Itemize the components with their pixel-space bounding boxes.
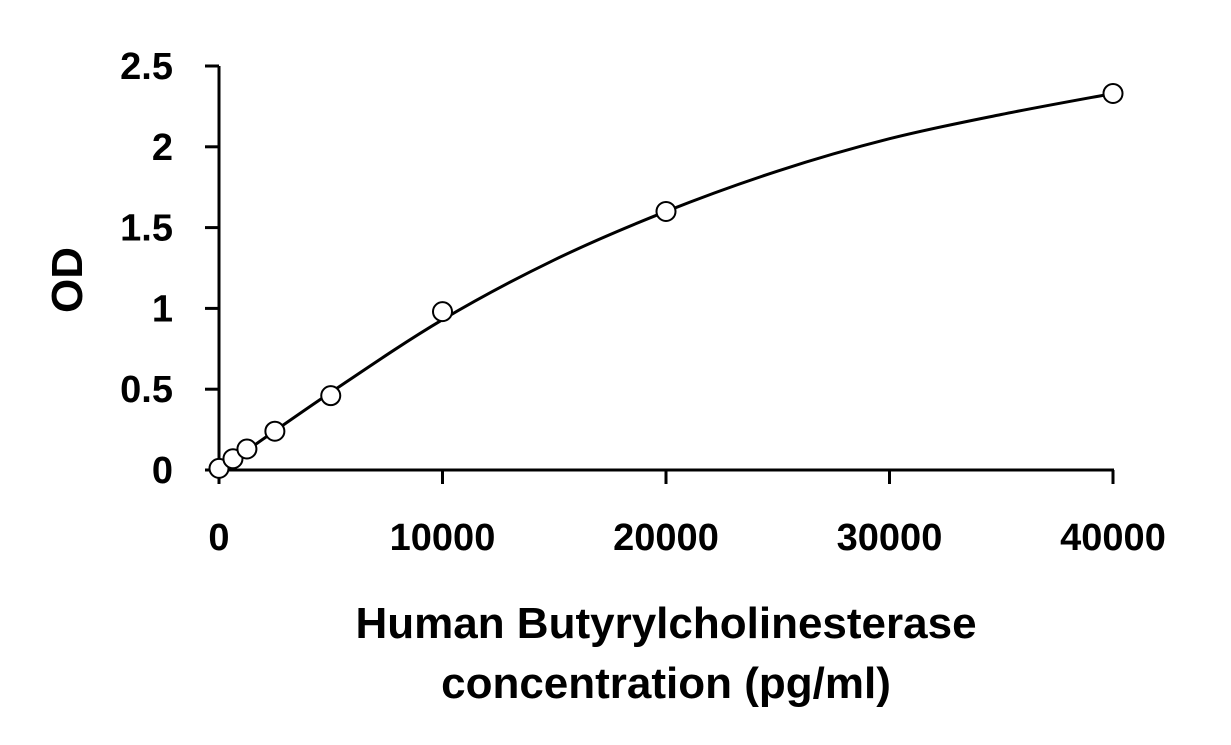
x-axis-title-line-1: Human Butyrylcholinesterase [355, 599, 976, 648]
ticks: 0 0.5 1 1.5 2 2.5 0 10000 20000 30000 40000 [120, 46, 1166, 559]
y-tick-label: 0 [152, 450, 173, 492]
data-point [264, 420, 286, 442]
data-point [320, 385, 342, 407]
data-point [236, 438, 258, 460]
data-points-layer [208, 82, 1124, 479]
x-tick-label: 30000 [837, 517, 943, 559]
x-tick-label: 0 [208, 517, 229, 559]
data-point [1102, 82, 1124, 104]
y-tick-label: 1.5 [120, 208, 173, 250]
x-axis-title-line-2: concentration (pg/ml) [441, 659, 891, 708]
data-point [432, 301, 453, 323]
y-axis-title: OD [43, 247, 92, 313]
axis-titles: Human Butyrylcholinesterase concentratio… [43, 247, 977, 708]
y-tick-label: 2 [152, 127, 173, 169]
data-point [655, 200, 677, 222]
x-tick-label: 40000 [1060, 517, 1166, 559]
y-tick-label: 2.5 [120, 46, 173, 88]
x-tick-label: 20000 [613, 517, 719, 559]
x-tick-label: 10000 [390, 517, 496, 559]
y-tick-label: 0.5 [120, 369, 173, 411]
y-tick-label: 1 [152, 288, 173, 330]
